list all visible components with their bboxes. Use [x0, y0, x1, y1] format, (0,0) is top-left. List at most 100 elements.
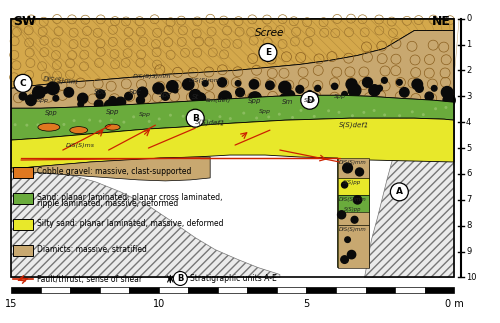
Circle shape [266, 81, 274, 89]
Circle shape [195, 93, 205, 104]
Text: C: C [20, 79, 26, 88]
Circle shape [190, 89, 201, 101]
Text: Spp: Spp [259, 109, 271, 114]
Text: Spp: Spp [37, 98, 49, 103]
Circle shape [32, 86, 45, 99]
Circle shape [43, 88, 49, 93]
Circle shape [33, 92, 39, 98]
Circle shape [259, 44, 277, 61]
Circle shape [348, 84, 361, 97]
Circle shape [432, 86, 437, 91]
Circle shape [122, 121, 126, 124]
Circle shape [442, 87, 453, 98]
Bar [306, 287, 336, 293]
Bar [338, 195, 370, 210]
Text: SW: SW [13, 15, 36, 28]
Polygon shape [11, 31, 454, 108]
Text: Silty sand: planar laminated, massive, deformed: Silty sand: planar laminated, massive, d… [37, 219, 224, 228]
Circle shape [26, 124, 29, 127]
Text: 15: 15 [5, 299, 17, 309]
Circle shape [242, 112, 246, 115]
Circle shape [88, 119, 91, 121]
Text: 1: 1 [466, 40, 471, 49]
Circle shape [202, 80, 208, 86]
Circle shape [354, 196, 362, 204]
Bar [338, 158, 370, 178]
Circle shape [14, 74, 32, 92]
Text: Sand: planar laminated, planar cross laminated,: Sand: planar laminated, planar cross lam… [37, 193, 222, 202]
Circle shape [104, 100, 117, 113]
Circle shape [300, 109, 302, 112]
Text: 3: 3 [466, 92, 471, 101]
Bar [13, 193, 33, 204]
Circle shape [310, 93, 318, 101]
Circle shape [341, 256, 348, 263]
Text: Sm(def): Sm(def) [206, 98, 231, 103]
Circle shape [400, 88, 409, 97]
Circle shape [398, 114, 401, 117]
Text: 0 m: 0 m [444, 299, 464, 309]
Bar [11, 287, 40, 293]
Text: 10: 10 [466, 273, 476, 282]
Circle shape [296, 85, 304, 93]
Bar [218, 287, 248, 293]
Text: D: D [306, 96, 314, 105]
Circle shape [255, 117, 258, 120]
Circle shape [348, 250, 356, 259]
Circle shape [110, 119, 113, 122]
Circle shape [327, 109, 330, 112]
Polygon shape [11, 157, 210, 181]
Circle shape [434, 107, 437, 110]
Bar [338, 225, 370, 267]
Text: Spp: Spp [304, 98, 316, 103]
Circle shape [301, 91, 318, 109]
Text: Spc: Spc [94, 89, 107, 95]
Bar [13, 245, 33, 255]
Text: DiS(S)mm: DiS(S)mm [43, 76, 79, 85]
Text: Diamicts: massive, stratified: Diamicts: massive, stratified [37, 245, 147, 254]
Circle shape [174, 272, 188, 286]
Circle shape [444, 106, 448, 109]
Text: NE: NE [432, 15, 451, 28]
Circle shape [64, 88, 74, 97]
Circle shape [411, 110, 414, 113]
Circle shape [416, 84, 424, 92]
Text: Spc: Spc [129, 89, 142, 95]
Text: Fault/thrust; sense of shear: Fault/thrust; sense of shear [37, 275, 142, 284]
Bar [129, 287, 158, 293]
Text: Spp: Spp [44, 110, 57, 116]
Circle shape [124, 92, 132, 100]
Text: S(S)pp: S(S)pp [344, 181, 361, 185]
Ellipse shape [38, 123, 60, 131]
Circle shape [279, 81, 291, 93]
Circle shape [162, 92, 170, 100]
Circle shape [342, 182, 347, 188]
Circle shape [443, 94, 455, 106]
Polygon shape [364, 19, 454, 277]
Circle shape [345, 237, 350, 243]
Bar [188, 287, 218, 293]
Circle shape [425, 92, 434, 100]
Bar [366, 287, 395, 293]
Circle shape [62, 123, 66, 126]
Circle shape [53, 96, 59, 101]
Bar [100, 287, 129, 293]
Circle shape [280, 94, 290, 105]
Bar [158, 287, 188, 293]
Circle shape [250, 80, 258, 89]
Text: Sm: Sm [282, 99, 294, 105]
Circle shape [182, 115, 184, 118]
Text: St: St [192, 94, 199, 100]
Polygon shape [338, 195, 370, 212]
Circle shape [267, 115, 270, 119]
Polygon shape [11, 168, 280, 277]
Circle shape [219, 91, 232, 104]
Circle shape [96, 90, 105, 99]
Text: DiS(S)mm: DiS(S)mm [190, 78, 221, 83]
Circle shape [173, 88, 178, 93]
Text: Spp: Spp [106, 109, 120, 115]
Bar [424, 287, 454, 293]
Circle shape [338, 211, 345, 219]
Circle shape [186, 109, 204, 127]
Polygon shape [11, 19, 454, 88]
